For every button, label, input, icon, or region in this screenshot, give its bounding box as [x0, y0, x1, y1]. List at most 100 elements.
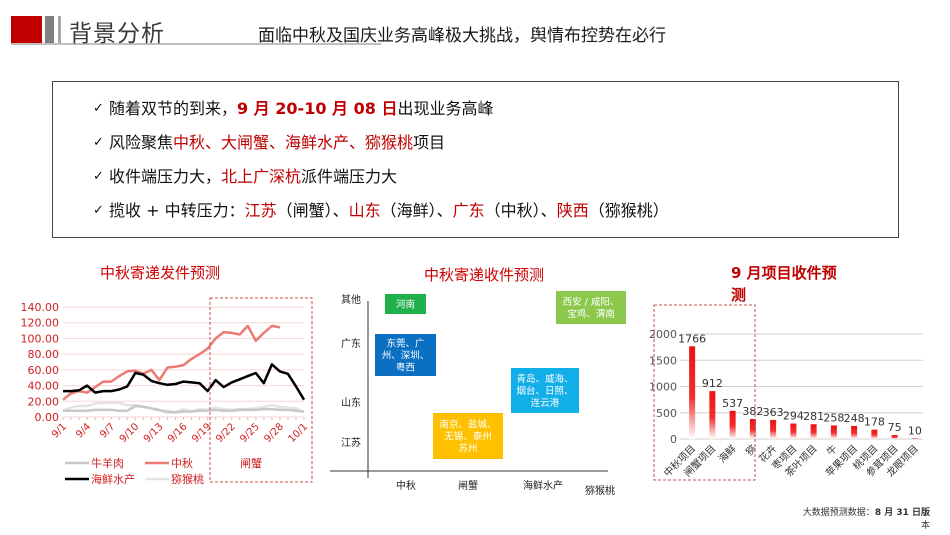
- svg-text:猕: 猕: [743, 442, 759, 458]
- svg-text:1766: 1766: [678, 332, 706, 345]
- bar-中秋项目: [689, 346, 696, 439]
- key-point-3: ✓ 收件端压力大，北上广深杭派件端压力大: [93, 160, 898, 194]
- svg-text:海鲜水产: 海鲜水产: [91, 472, 135, 486]
- svg-text:178: 178: [864, 416, 885, 429]
- series-line-猕猴桃: [62, 401, 305, 414]
- key-point-text: （猕猴桃）: [588, 201, 669, 220]
- bar-茶叶项目: [810, 424, 817, 439]
- highlight-box: [653, 304, 756, 481]
- footer-date: 8 月 31 日版: [874, 508, 930, 518]
- region-box-中秋: [385, 294, 426, 314]
- header-underline: [11, 43, 381, 45]
- svg-text:牛: 牛: [824, 442, 840, 458]
- key-point-highlight: 9 月 20-10 月 08 日: [237, 99, 398, 118]
- key-point-text: 项目: [413, 133, 446, 152]
- svg-text:1000: 1000: [649, 381, 677, 394]
- region-box-海鲜水产: [511, 368, 579, 413]
- checkmark-icon: ✓: [93, 169, 104, 184]
- svg-text:120.00: 120.00: [21, 317, 60, 330]
- svg-text:281: 281: [803, 410, 824, 423]
- key-point-text: 随着双节的到来，: [109, 99, 238, 118]
- svg-text:海鲜: 海鲜: [715, 442, 738, 465]
- svg-text:258: 258: [823, 411, 844, 424]
- svg-text:广东: 广东: [341, 337, 361, 350]
- svg-text:9/22: 9/22: [214, 421, 238, 445]
- key-point-1: ✓ 随着双节的到来，9 月 20-10 月 08 日出现业务高峰: [93, 92, 898, 126]
- bar-猕: [749, 418, 756, 439]
- key-point-highlight: 广东: [452, 201, 485, 220]
- key-point-highlight: 北上广深杭: [221, 167, 302, 186]
- svg-text:10: 10: [908, 424, 922, 437]
- svg-text:0.00: 0.00: [35, 411, 60, 424]
- svg-text:江苏: 江苏: [341, 436, 361, 449]
- line-chart: 0.00 20.00 40.00 60.00 80.00 100.00 120.00 140.…: [21, 297, 313, 486]
- svg-text:9/7: 9/7: [98, 421, 117, 440]
- line-chart-title: 中秋寄递发件预测: [100, 264, 221, 282]
- svg-text:10/1: 10/1: [286, 421, 310, 445]
- svg-text:248: 248: [844, 412, 865, 425]
- svg-text:牛羊肉: 牛羊肉: [91, 456, 124, 470]
- bar-花卉: [770, 419, 777, 439]
- svg-text:海鲜水产: 海鲜水产: [523, 479, 563, 492]
- checkmark-icon: ✓: [93, 135, 104, 150]
- svg-text:中秋: 中秋: [171, 456, 193, 470]
- svg-text:40.00: 40.00: [28, 380, 60, 393]
- key-points-list: ✓ 随着双节的到来，9 月 20-10 月 08 日出现业务高峰 ✓ 风险聚焦中秋、大…: [53, 82, 898, 228]
- region-box-中秋: [375, 334, 436, 376]
- key-point-text: 派件端压力大: [301, 167, 398, 186]
- key-point-text: 风险聚焦: [109, 133, 174, 152]
- svg-text:猕猴桃: 猕猴桃: [171, 472, 204, 486]
- svg-text:无锡、泰州: 无锡、泰州: [444, 431, 492, 443]
- svg-text:粤西: 粤西: [396, 362, 415, 374]
- key-point-highlight: 山东: [348, 201, 381, 220]
- key-point-4: ✓ 揽收 + 中转压力：江苏（闸蟹）、山东（海鲜）、广东（中秋）、陕西（猕猴桃）: [93, 194, 898, 228]
- svg-text:20.00: 20.00: [28, 395, 60, 408]
- svg-text:东莞、广: 东莞、广: [386, 338, 424, 350]
- svg-text:其他: 其他: [341, 293, 361, 306]
- svg-text:140.00: 140.00: [21, 301, 60, 314]
- svg-text:苏州: 苏州: [458, 443, 477, 455]
- header-underline-ext: [240, 43, 381, 45]
- header-gray-block: [45, 16, 54, 43]
- svg-text:9/28: 9/28: [262, 421, 286, 445]
- region-box-闸蟹: [433, 413, 503, 459]
- svg-text:宝鸡、渭南: 宝鸡、渭南: [567, 308, 615, 320]
- bar-枣项目: [790, 423, 797, 439]
- series-line-牛羊肉: [63, 404, 305, 414]
- svg-text:363: 363: [763, 406, 784, 419]
- svg-text:州、深圳、: 州、深圳、: [382, 351, 430, 362]
- svg-text:500: 500: [656, 407, 677, 420]
- svg-text:9/13: 9/13: [142, 421, 166, 445]
- svg-text:537: 537: [722, 397, 743, 410]
- svg-text:9/4: 9/4: [74, 421, 93, 440]
- series-line-中秋: [62, 324, 281, 401]
- key-point-text: （海鲜）、: [380, 201, 453, 220]
- svg-text:382: 382: [742, 405, 763, 418]
- checkmark-icon: ✓: [93, 203, 104, 218]
- highlight-box: [209, 297, 313, 483]
- key-point-highlight: 江苏: [244, 201, 277, 220]
- svg-text:西安 / 咸阳、: 西安 / 咸阳、: [563, 296, 620, 308]
- data-source-note: 大数据预测数据：8 月 31 日版 本: [770, 507, 930, 533]
- svg-text:连云港: 连云港: [531, 397, 560, 409]
- bar-牛: [830, 425, 837, 439]
- page-subtitle: 面临中秋及国庆业务高峰极大挑战，舆情布控势在必行: [258, 26, 666, 46]
- matrix-chart-title: 中秋寄递收件预测: [424, 266, 545, 284]
- bar-龙眼项目: [911, 438, 918, 439]
- key-point-highlight: 陕西: [556, 201, 589, 220]
- bar-海鲜: [729, 410, 736, 439]
- svg-text:闸蟹: 闸蟹: [458, 479, 478, 492]
- svg-text:猕猴桃: 猕猴桃: [585, 484, 615, 497]
- svg-text:南京、盐城、: 南京、盐城、: [439, 419, 496, 431]
- series-line-海鲜水产: [63, 363, 306, 401]
- footer-label-cont: 本: [920, 521, 930, 531]
- svg-text:9/10: 9/10: [118, 421, 142, 445]
- svg-text:烟台、日照、: 烟台、日照、: [516, 385, 573, 397]
- svg-text:80.00: 80.00: [28, 348, 60, 361]
- header-red-block: [11, 16, 42, 43]
- bar-chart-title: 9 月项目收件预 测: [731, 262, 837, 306]
- key-point-highlight: 中秋、大闸蟹、海鲜水产、猕猴桃: [173, 133, 414, 152]
- svg-text:0: 0: [670, 433, 677, 446]
